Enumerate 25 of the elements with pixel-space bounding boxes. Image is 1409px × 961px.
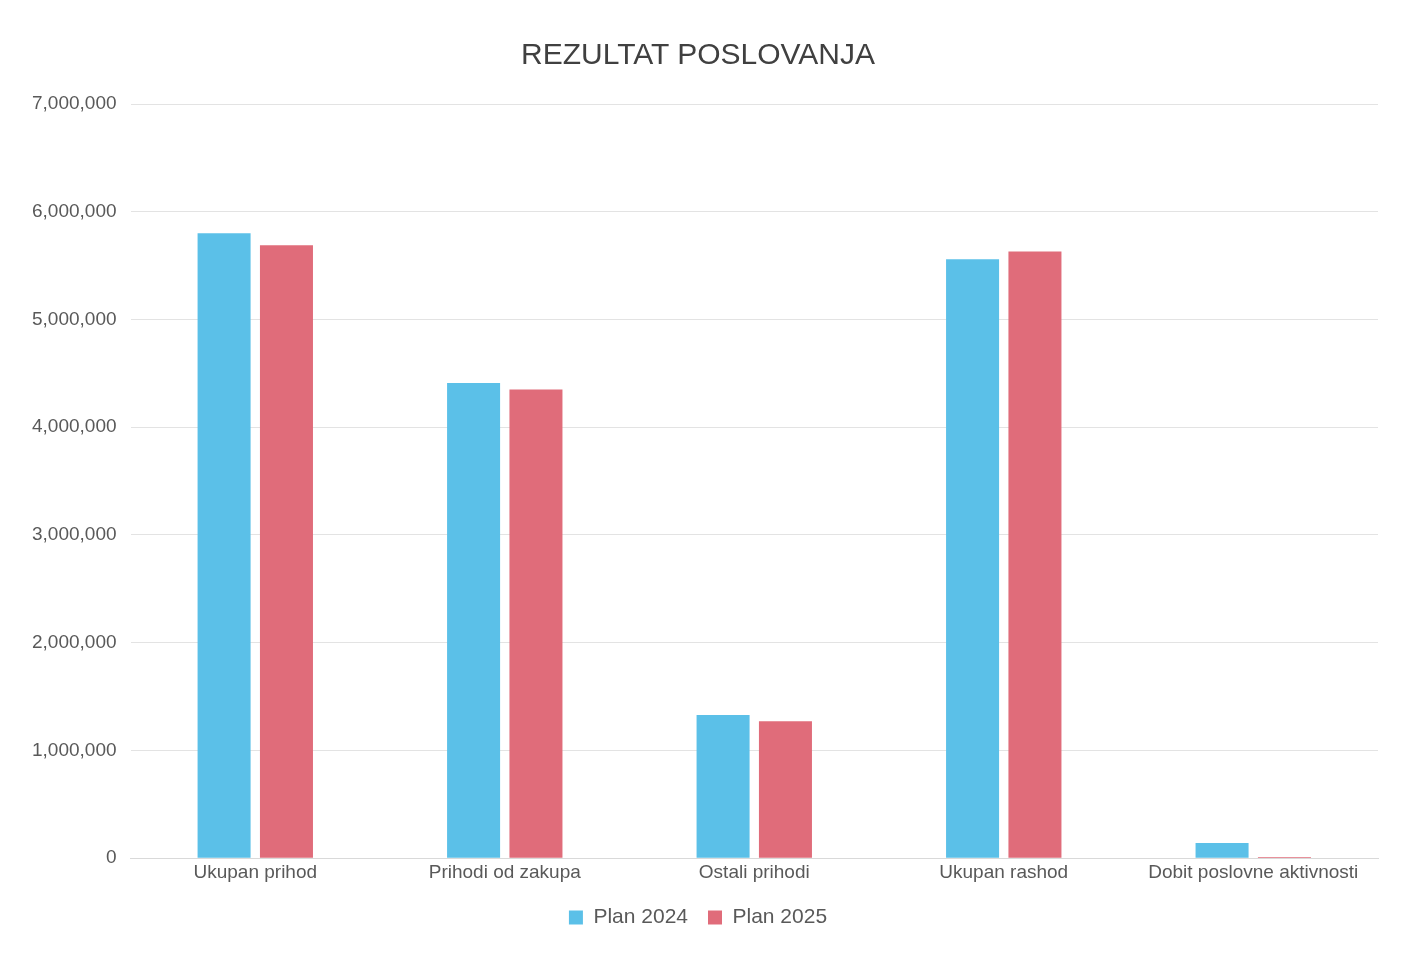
bar [447, 383, 501, 858]
y-tick-label: 6,000,000 [31, 199, 117, 221]
bar [509, 389, 563, 858]
x-tick-label: Ukupan rashod [939, 860, 1069, 882]
bar [758, 721, 812, 858]
legend-label: Plan 2025 [732, 904, 828, 928]
y-tick-label: 5,000,000 [31, 307, 117, 329]
y-tick-label: 3,000,000 [31, 523, 117, 545]
x-tick-label: Ostali prihodi [698, 860, 810, 882]
bar [1008, 251, 1062, 858]
legend-label: Plan 2024 [593, 904, 689, 928]
y-tick-label: 1,000,000 [31, 738, 117, 760]
x-tick-label: Prihodi od zakupa [428, 860, 582, 882]
bar [696, 714, 750, 858]
bar [946, 259, 1000, 858]
chart-title: REZULTAT POSLOVANJA [521, 37, 875, 71]
x-tick-label: Ukupan prihod [193, 860, 318, 882]
bar [197, 233, 251, 858]
y-tick-label: 2,000,000 [31, 630, 117, 652]
x-tick-label: Dobit poslovne aktivnosti [1148, 860, 1359, 882]
bar [1195, 843, 1249, 858]
bar [259, 245, 313, 858]
y-tick-label: 0 [105, 846, 117, 868]
y-tick-label: 7,000,000 [31, 92, 117, 114]
y-tick-label: 4,000,000 [31, 415, 117, 437]
